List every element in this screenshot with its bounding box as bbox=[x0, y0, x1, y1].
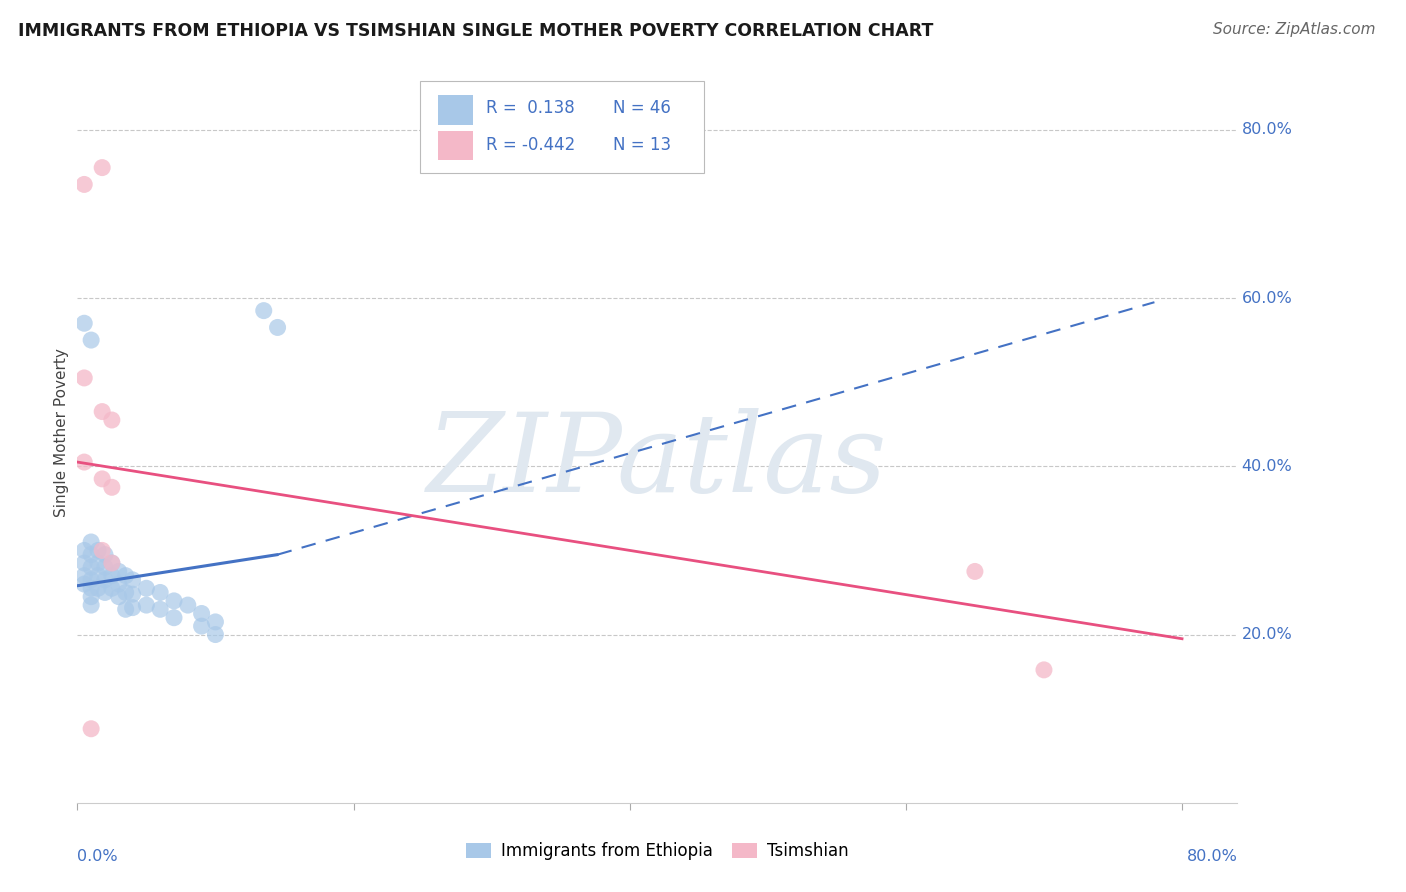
Point bbox=[163, 610, 186, 624]
Point bbox=[101, 413, 124, 427]
Point bbox=[135, 598, 157, 612]
FancyBboxPatch shape bbox=[439, 95, 472, 125]
Point bbox=[204, 627, 226, 641]
Point bbox=[190, 607, 212, 621]
Point bbox=[101, 556, 124, 570]
Point bbox=[177, 598, 200, 612]
Point bbox=[91, 472, 114, 486]
Legend: Immigrants from Ethiopia, Tsimshian: Immigrants from Ethiopia, Tsimshian bbox=[457, 834, 858, 869]
Point bbox=[135, 581, 157, 595]
Text: 60.0%: 60.0% bbox=[1241, 291, 1292, 305]
Point bbox=[80, 598, 103, 612]
Text: IMMIGRANTS FROM ETHIOPIA VS TSIMSHIAN SINGLE MOTHER POVERTY CORRELATION CHART: IMMIGRANTS FROM ETHIOPIA VS TSIMSHIAN SI… bbox=[18, 22, 934, 40]
Point bbox=[101, 568, 124, 582]
Point bbox=[94, 560, 117, 574]
Point bbox=[73, 316, 96, 330]
Point bbox=[114, 568, 136, 582]
Point bbox=[73, 556, 96, 570]
Y-axis label: Single Mother Poverty: Single Mother Poverty bbox=[53, 348, 69, 517]
Point bbox=[73, 577, 96, 591]
Text: N = 13: N = 13 bbox=[613, 136, 671, 154]
Point bbox=[190, 619, 212, 633]
Point bbox=[73, 371, 96, 385]
Text: N = 46: N = 46 bbox=[613, 99, 671, 118]
Point bbox=[204, 615, 226, 629]
Point bbox=[149, 602, 172, 616]
Point bbox=[80, 590, 103, 604]
Text: ZIPatlas: ZIPatlas bbox=[427, 409, 887, 516]
Point bbox=[94, 585, 117, 599]
Point bbox=[107, 590, 129, 604]
Point bbox=[163, 594, 186, 608]
Point bbox=[87, 556, 110, 570]
Point bbox=[80, 560, 103, 574]
Point bbox=[73, 178, 96, 192]
Point bbox=[963, 565, 986, 579]
Text: Source: ZipAtlas.com: Source: ZipAtlas.com bbox=[1212, 22, 1375, 37]
Point bbox=[101, 581, 124, 595]
Text: R = -0.442: R = -0.442 bbox=[485, 136, 575, 154]
Text: 20.0%: 20.0% bbox=[1241, 627, 1292, 642]
Text: 40.0%: 40.0% bbox=[1241, 458, 1292, 474]
Point bbox=[266, 320, 288, 334]
Point bbox=[80, 581, 103, 595]
Point bbox=[80, 722, 103, 736]
Point bbox=[80, 535, 103, 549]
Text: R =  0.138: R = 0.138 bbox=[485, 99, 575, 118]
Point bbox=[1032, 663, 1054, 677]
Point bbox=[87, 543, 110, 558]
Point bbox=[114, 602, 136, 616]
Point bbox=[87, 568, 110, 582]
Point bbox=[91, 161, 114, 175]
Point bbox=[107, 565, 129, 579]
Point bbox=[101, 556, 124, 570]
Text: 80.0%: 80.0% bbox=[1241, 122, 1292, 137]
Point bbox=[73, 543, 96, 558]
Point bbox=[253, 303, 276, 318]
Point bbox=[94, 548, 117, 562]
Point bbox=[149, 585, 172, 599]
FancyBboxPatch shape bbox=[419, 81, 704, 173]
FancyBboxPatch shape bbox=[439, 130, 472, 161]
Point bbox=[80, 333, 103, 347]
Point bbox=[107, 577, 129, 591]
Point bbox=[80, 573, 103, 587]
Point bbox=[121, 600, 143, 615]
Point bbox=[91, 404, 114, 418]
Point bbox=[73, 455, 96, 469]
Point bbox=[121, 587, 143, 601]
Point bbox=[73, 568, 96, 582]
Point bbox=[121, 573, 143, 587]
Point bbox=[87, 581, 110, 595]
Point bbox=[114, 585, 136, 599]
Text: 80.0%: 80.0% bbox=[1187, 848, 1237, 863]
Text: 0.0%: 0.0% bbox=[77, 848, 118, 863]
Point bbox=[101, 480, 124, 494]
Point bbox=[94, 573, 117, 587]
Point bbox=[91, 543, 114, 558]
Point bbox=[80, 548, 103, 562]
